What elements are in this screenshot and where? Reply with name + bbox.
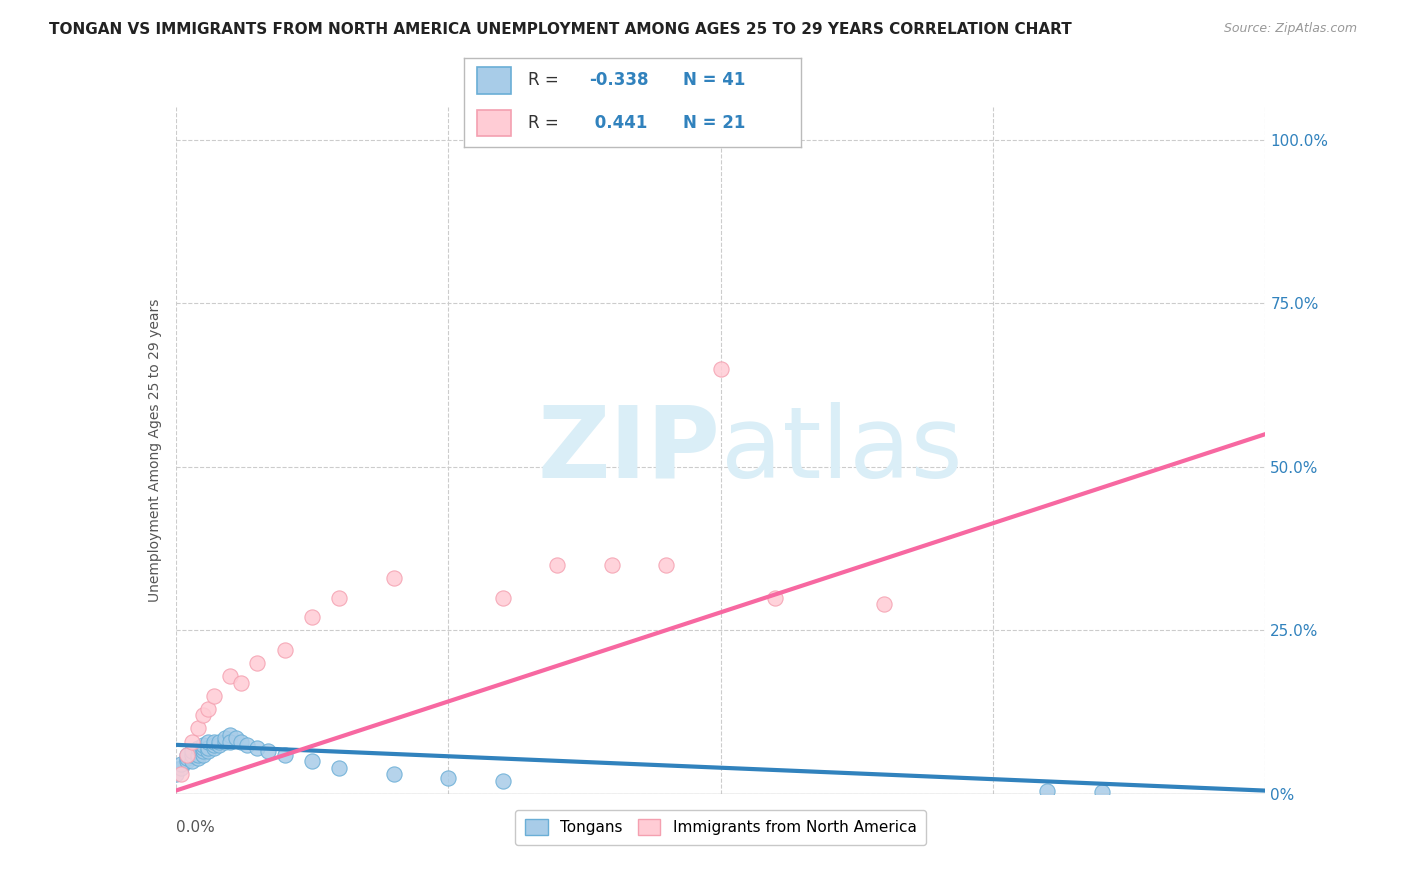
Point bbox=[170, 761, 193, 775]
Point bbox=[219, 669, 242, 683]
Point bbox=[176, 751, 198, 765]
Text: N = 41: N = 41 bbox=[683, 71, 745, 89]
Point bbox=[191, 708, 214, 723]
Text: TONGAN VS IMMIGRANTS FROM NORTH AMERICA UNEMPLOYMENT AMONG AGES 25 TO 29 YEARS C: TONGAN VS IMMIGRANTS FROM NORTH AMERICA … bbox=[49, 22, 1071, 37]
Y-axis label: Unemployment Among Ages 25 to 29 years: Unemployment Among Ages 25 to 29 years bbox=[148, 299, 162, 602]
Point bbox=[600, 558, 623, 572]
Point bbox=[197, 741, 219, 756]
Point bbox=[181, 754, 204, 768]
Point bbox=[257, 744, 280, 758]
Point bbox=[492, 591, 515, 605]
Point bbox=[197, 702, 219, 716]
Point bbox=[546, 558, 568, 572]
Point bbox=[214, 734, 236, 748]
Point bbox=[176, 754, 198, 768]
Point bbox=[710, 361, 733, 376]
Point bbox=[191, 738, 214, 752]
Point bbox=[191, 744, 214, 758]
Point bbox=[328, 591, 350, 605]
Point bbox=[382, 767, 405, 781]
Point bbox=[202, 689, 225, 703]
FancyBboxPatch shape bbox=[478, 67, 512, 94]
Point bbox=[301, 754, 323, 768]
Text: N = 21: N = 21 bbox=[683, 114, 745, 132]
Point bbox=[437, 771, 460, 785]
Point bbox=[225, 731, 247, 746]
Text: -0.338: -0.338 bbox=[589, 71, 648, 89]
Point bbox=[191, 747, 214, 762]
Point bbox=[246, 656, 269, 670]
FancyBboxPatch shape bbox=[478, 110, 512, 136]
Point bbox=[231, 675, 253, 690]
Legend: Tongans, Immigrants from North America: Tongans, Immigrants from North America bbox=[516, 810, 925, 845]
Point bbox=[1091, 785, 1114, 799]
Point bbox=[208, 734, 231, 748]
Point bbox=[246, 741, 269, 756]
Point bbox=[214, 731, 236, 746]
Point bbox=[176, 747, 198, 762]
Point bbox=[181, 734, 204, 748]
Point bbox=[186, 741, 209, 756]
Point bbox=[202, 741, 225, 756]
Point bbox=[170, 767, 193, 781]
Point bbox=[235, 738, 257, 752]
Point bbox=[1036, 783, 1059, 797]
Point bbox=[186, 747, 209, 762]
Text: atlas: atlas bbox=[721, 402, 962, 499]
Point bbox=[763, 591, 786, 605]
Point bbox=[274, 643, 297, 657]
Text: R =: R = bbox=[529, 114, 558, 132]
Text: 0.441: 0.441 bbox=[589, 114, 647, 132]
Point bbox=[873, 597, 896, 611]
Text: Source: ZipAtlas.com: Source: ZipAtlas.com bbox=[1223, 22, 1357, 36]
Point bbox=[197, 744, 219, 758]
Point bbox=[176, 747, 198, 762]
Point bbox=[274, 747, 297, 762]
Point bbox=[231, 734, 253, 748]
Point bbox=[170, 757, 193, 772]
Point bbox=[328, 761, 350, 775]
Point bbox=[208, 738, 231, 752]
Point bbox=[181, 744, 204, 758]
Point bbox=[219, 734, 242, 748]
Point bbox=[202, 738, 225, 752]
Point bbox=[301, 610, 323, 624]
Point bbox=[181, 747, 204, 762]
Point bbox=[655, 558, 678, 572]
Point bbox=[186, 751, 209, 765]
Point bbox=[191, 741, 214, 756]
Text: ZIP: ZIP bbox=[537, 402, 721, 499]
Point bbox=[165, 767, 187, 781]
Text: R =: R = bbox=[529, 71, 558, 89]
Point bbox=[197, 734, 219, 748]
Point bbox=[219, 728, 242, 742]
Text: 0.0%: 0.0% bbox=[176, 820, 215, 835]
Point bbox=[186, 722, 209, 736]
Point bbox=[202, 734, 225, 748]
Point bbox=[492, 773, 515, 788]
Point bbox=[382, 571, 405, 585]
